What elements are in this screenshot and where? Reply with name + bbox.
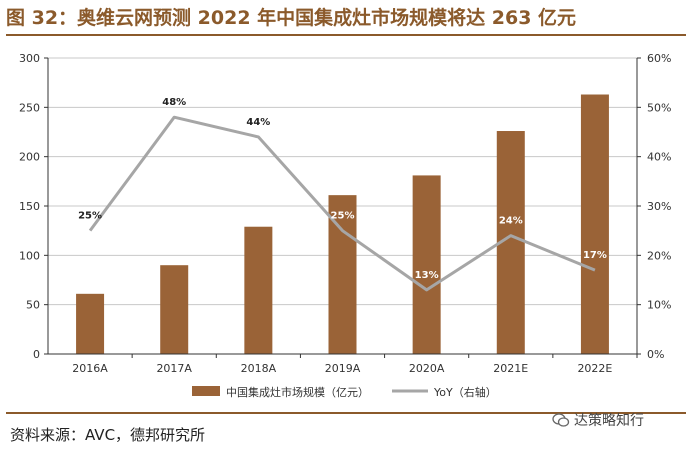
legend: 中国集成灶市场规模（亿元） YoY（右轴）	[192, 385, 497, 399]
yoy-data-label: 25%	[78, 211, 102, 222]
yoy-data-label: 17%	[583, 250, 607, 261]
y-right-tick-label: 0%	[647, 348, 664, 361]
legend-label-line: YoY（右轴）	[433, 385, 497, 399]
y-right-tick-label: 20%	[647, 249, 671, 262]
watermark: 达策略知行	[552, 410, 644, 430]
yoy-data-label: 13%	[415, 270, 439, 281]
data-labels: 25% 48% 44% 25% 13% 24% 17%	[78, 97, 607, 281]
yoy-data-label: 25%	[331, 211, 355, 222]
yoy-data-label: 48%	[162, 97, 186, 108]
wechat-icon	[552, 413, 570, 427]
bar	[580, 94, 609, 355]
y-right-tick-label: 10%	[647, 299, 671, 312]
yoy-line	[88, 115, 596, 292]
bar-series	[76, 94, 609, 355]
y-left-tick-label: 200	[19, 151, 40, 164]
axes: 0 0% 50 10% 100 20% 150 30% 200 40% 250 50% 300 60% 20…	[19, 52, 671, 375]
y-left-tick-label: 100	[19, 249, 40, 262]
x-tick-label: 2020A	[409, 362, 445, 375]
x-tick-label: 2018A	[241, 362, 277, 375]
title-divider	[6, 34, 686, 36]
bar	[412, 175, 441, 354]
chart-title: 图 32：奥维云网预测 2022 年中国集成灶市场规模将达 263 亿元	[6, 7, 577, 29]
bar	[76, 293, 105, 354]
x-tick-label: 2019A	[325, 362, 361, 375]
footer-divider	[6, 412, 686, 414]
bar	[160, 265, 189, 354]
chart-area: 0 0% 50 10% 100 20% 150 30% 200 40% 250 50% 300 60% 20…	[19, 52, 671, 399]
y-right-tick-label: 30%	[647, 200, 671, 213]
yoy-line-series	[88, 115, 596, 292]
yoy-data-label: 44%	[246, 117, 270, 128]
y-left-tick-label: 250	[19, 101, 40, 114]
y-left-tick-label: 0	[33, 348, 40, 361]
bar	[244, 226, 273, 354]
legend-label-bar: 中国集成灶市场规模（亿元）	[226, 385, 369, 399]
y-right-tick-label: 60%	[647, 52, 671, 65]
x-tick-label: 2022E	[577, 362, 612, 375]
y-right-tick-label: 50%	[647, 101, 671, 114]
y-right-tick-label: 40%	[647, 151, 671, 164]
x-tick-label: 2016A	[72, 362, 108, 375]
x-tick-label: 2017A	[156, 362, 192, 375]
yoy-data-label: 24%	[499, 216, 523, 227]
legend-swatch-bar	[192, 386, 220, 396]
x-tick-label: 2021E	[493, 362, 528, 375]
source-note: 资料来源：AVC，德邦研究所	[10, 426, 206, 444]
y-left-tick-label: 150	[19, 200, 40, 213]
y-left-tick-label: 50	[26, 299, 40, 312]
watermark-text: 达策略知行	[574, 413, 644, 429]
y-left-tick-label: 300	[19, 52, 40, 65]
